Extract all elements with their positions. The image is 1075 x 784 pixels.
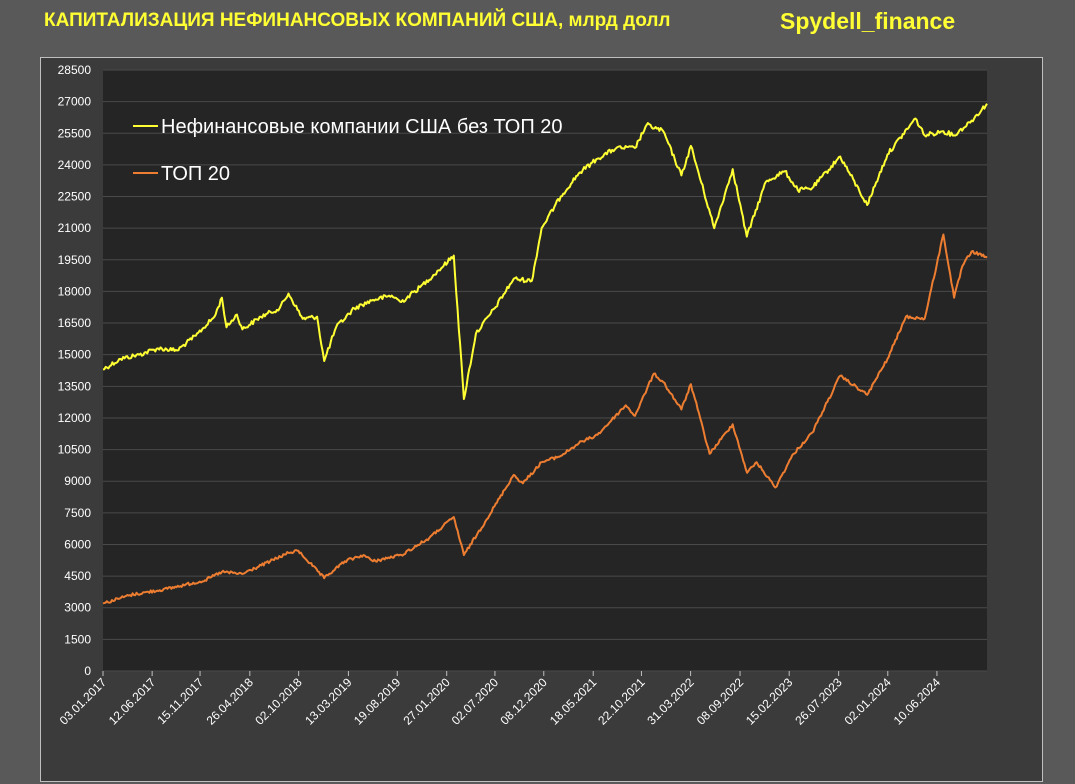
x-tick-label: 02.10.2018 <box>252 675 305 728</box>
x-tick-label: 03.01.2017 <box>57 675 110 728</box>
x-tick-label: 26.07.2023 <box>792 675 845 728</box>
x-tick-label: 02.01.2024 <box>842 675 895 728</box>
y-tick-label: 0 <box>84 664 91 678</box>
y-tick-label: 25500 <box>58 126 92 140</box>
x-tick-label: 27.01.2020 <box>400 675 453 728</box>
y-tick-label: 22500 <box>58 190 92 204</box>
y-tick-label: 7500 <box>64 506 91 520</box>
x-tick-label: 10.06.2024 <box>891 675 944 728</box>
chart-title: КАПИТАЛИЗАЦИЯ НЕФИНАНСОВЫХ КОМПАНИЙ США,… <box>44 10 671 31</box>
grid-lines <box>103 69 987 672</box>
y-tick-label: 10500 <box>58 443 92 457</box>
x-axis-ticks: 03.01.201712.06.201715.11.201726.04.2018… <box>57 671 944 728</box>
y-tick-label: 6000 <box>64 537 91 551</box>
y-tick-label: 12000 <box>58 411 92 425</box>
plot-area <box>103 70 987 671</box>
y-tick-label: 3000 <box>64 601 91 615</box>
x-tick-label: 13.03.2019 <box>302 675 355 728</box>
x-tick-label: 31.03.2022 <box>644 675 697 728</box>
y-tick-label: 15000 <box>58 348 92 362</box>
y-tick-label: 27000 <box>58 95 92 109</box>
x-tick-label: 22.10.2021 <box>595 675 648 728</box>
series-line-nonfinancial <box>102 103 988 400</box>
y-tick-label: 16500 <box>58 316 92 330</box>
y-tick-label: 4500 <box>64 569 91 583</box>
x-tick-label: 19.08.2019 <box>351 675 404 728</box>
legend-label: ТОП 20 <box>161 163 230 185</box>
x-tick-label: 18.05.2021 <box>547 675 600 728</box>
y-tick-label: 9000 <box>64 474 91 488</box>
y-tick-label: 28500 <box>58 63 92 77</box>
series-lines <box>102 103 988 605</box>
x-tick-label: 02.07.2020 <box>449 675 502 728</box>
y-tick-label: 19500 <box>58 253 92 267</box>
y-tick-label: 24000 <box>58 158 92 172</box>
x-tick-label: 15.02.2023 <box>743 675 796 728</box>
series-line-top20 <box>102 233 988 605</box>
x-tick-label: 26.04.2018 <box>204 675 257 728</box>
y-axis-ticks: 0 1500 3000 4500 6000 7500 9000 10500 12000 13500… <box>58 63 92 678</box>
y-tick-label: 1500 <box>64 632 91 646</box>
x-tick-label: 08.12.2020 <box>498 675 551 728</box>
legend-label: Нефинансовые компании США без ТОП 20 <box>161 116 563 138</box>
brand-label: Spydell_finance <box>780 8 956 34</box>
y-tick-label: 18000 <box>58 284 92 298</box>
y-tick-label: 21000 <box>58 221 92 235</box>
x-tick-label: 15.11.2017 <box>154 675 206 727</box>
x-tick-label: 12.06.2017 <box>106 675 159 728</box>
y-tick-label: 13500 <box>58 379 92 393</box>
legend: Нефинансовые компании США без ТОП 20 ТОП … <box>133 116 563 185</box>
x-tick-label: 08.09.2022 <box>694 675 747 728</box>
